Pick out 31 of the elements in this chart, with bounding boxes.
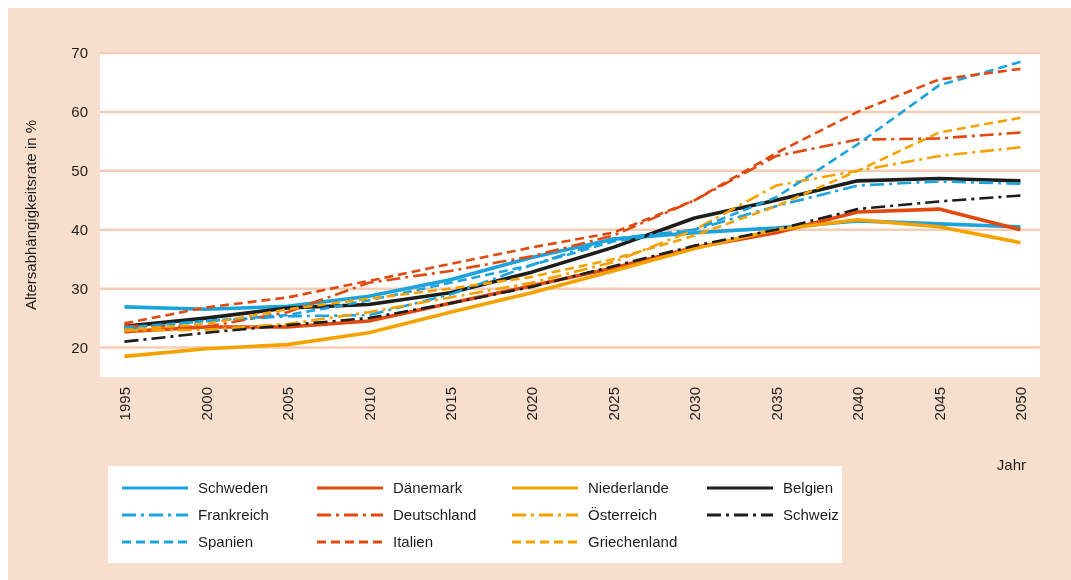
x-axis-title: Jahr [996, 456, 1026, 473]
x-tick-label: 2020 [523, 387, 541, 421]
x-tick-label: 2030 [686, 387, 704, 421]
x-tick-label: 2045 [930, 387, 948, 421]
legend-label: Dänemark [393, 479, 463, 497]
x-tick-label: 2000 [197, 387, 215, 421]
x-tick-label: 2040 [849, 387, 867, 421]
x-tick-label: 2050 [1012, 387, 1030, 421]
legend-label: Schweiz [783, 506, 839, 524]
y-tick-label: 60 [71, 103, 88, 121]
x-tick-label: 1995 [116, 387, 134, 421]
y-tick-label: 40 [71, 221, 88, 239]
legend-label: Schweden [198, 479, 269, 497]
x-tick-label: 2005 [279, 387, 297, 421]
y-tick-label: 50 [71, 162, 88, 180]
legend-label: Italien [393, 533, 434, 551]
y-tick-label: 30 [71, 279, 88, 297]
legend-label: Deutschland [393, 506, 477, 524]
y-tick-label: 20 [71, 338, 88, 356]
x-tick-label: 2010 [360, 387, 378, 421]
legend-label: Spanien [198, 533, 254, 551]
x-tick-label: 2035 [767, 387, 785, 421]
legend-label: Frankreich [198, 506, 269, 524]
legend-label: Niederlande [588, 479, 669, 497]
y-tick-label: 70 [71, 44, 88, 62]
legend-label: Griechenland [588, 533, 678, 551]
legend-label: Belgien [783, 479, 834, 497]
legend-label: Österreich [588, 506, 658, 524]
y-axis-title: Altersabhängigkeitsrate in % [22, 119, 39, 311]
x-tick-label: 2015 [442, 387, 460, 421]
x-tick-label: 2025 [604, 387, 622, 421]
